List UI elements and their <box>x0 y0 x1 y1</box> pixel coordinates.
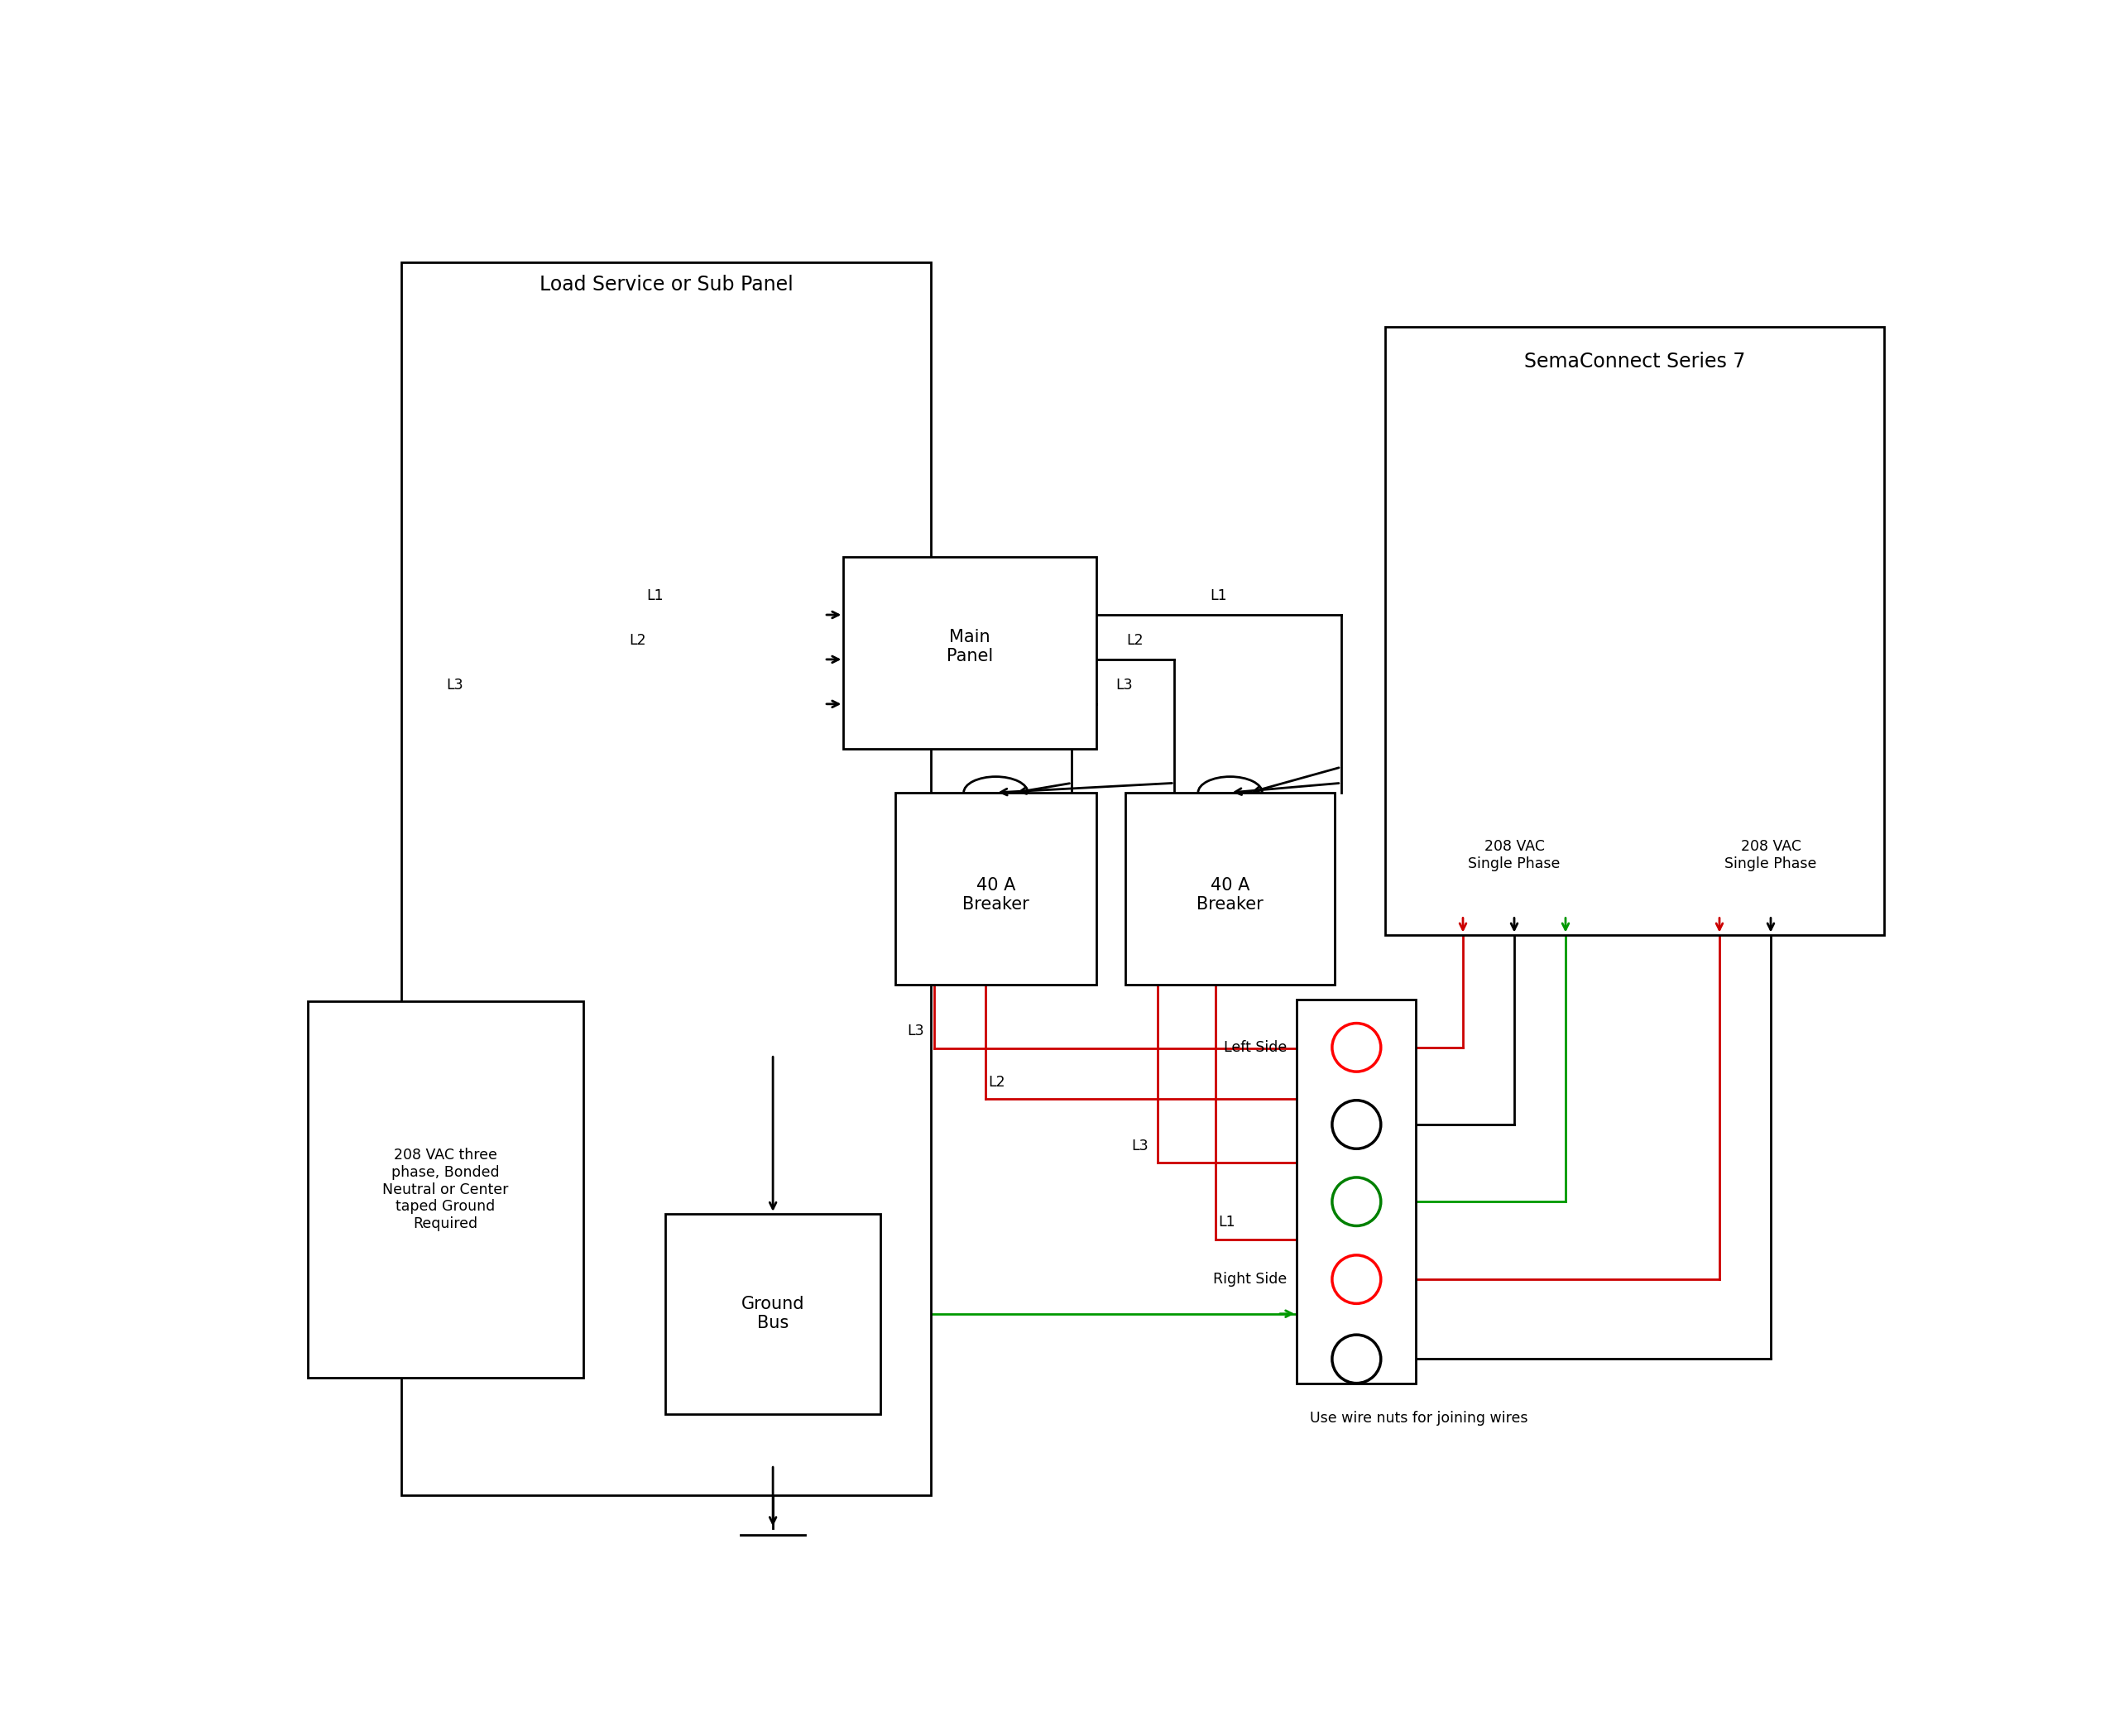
Bar <box>665 1213 880 1413</box>
Text: 208 VAC
Single Phase: 208 VAC Single Phase <box>1469 838 1559 871</box>
Text: Use wire nuts for joining wires: Use wire nuts for joining wires <box>1310 1411 1528 1425</box>
Text: L1: L1 <box>1209 589 1228 604</box>
Bar <box>895 793 1095 984</box>
Text: Ground
Bus: Ground Bus <box>741 1295 804 1332</box>
Text: Left Side: Left Side <box>1224 1040 1287 1055</box>
Text: L2: L2 <box>629 634 646 648</box>
Bar <box>1125 793 1336 984</box>
Bar <box>308 1002 582 1378</box>
Text: L1: L1 <box>646 589 665 604</box>
Text: L2: L2 <box>1127 634 1144 648</box>
Text: L3: L3 <box>447 677 464 693</box>
Text: L2: L2 <box>987 1075 1006 1090</box>
Text: 208 VAC three
phase, Bonded
Neutral or Center
taped Ground
Required: 208 VAC three phase, Bonded Neutral or C… <box>382 1147 509 1231</box>
Bar <box>401 262 931 1495</box>
Text: L3: L3 <box>1131 1139 1148 1153</box>
Text: Load Service or Sub Panel: Load Service or Sub Panel <box>540 274 793 295</box>
Text: 40 A
Breaker: 40 A Breaker <box>1196 877 1264 913</box>
Text: SemaConnect Series 7: SemaConnect Series 7 <box>1523 352 1745 372</box>
Bar <box>844 557 1095 748</box>
Text: Right Side: Right Side <box>1213 1272 1287 1286</box>
Text: L3: L3 <box>907 1024 924 1038</box>
Text: Main
Panel: Main Panel <box>947 628 994 665</box>
Bar <box>1386 326 1884 934</box>
Text: 208 VAC
Single Phase: 208 VAC Single Phase <box>1724 838 1817 871</box>
Text: 40 A
Breaker: 40 A Breaker <box>962 877 1030 913</box>
Text: L3: L3 <box>1116 677 1133 693</box>
Bar <box>1298 1000 1416 1384</box>
Text: L1: L1 <box>1220 1215 1236 1229</box>
